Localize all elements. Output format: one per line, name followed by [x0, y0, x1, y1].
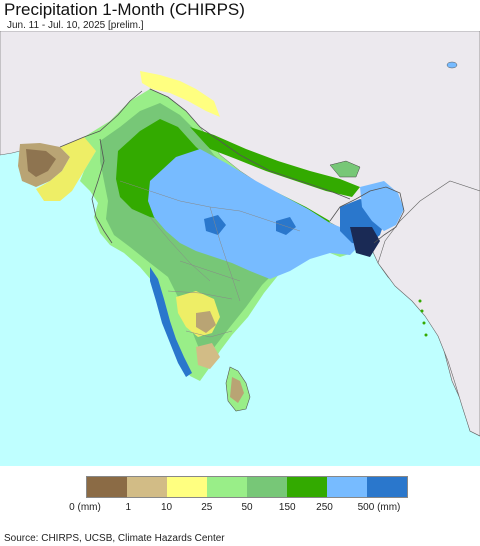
region-south-dry	[196, 343, 220, 369]
national-border-north	[149, 88, 351, 200]
region-very-dry	[26, 149, 56, 177]
region-rain-500-southeast	[276, 217, 296, 235]
maldives-island	[446, 61, 458, 69]
legend-swatch	[247, 477, 287, 497]
legend-swatch	[287, 477, 327, 497]
state-borders	[119, 180, 301, 338]
region-rain-250	[148, 149, 360, 279]
andaman-islands	[418, 299, 428, 337]
region-low-rain	[36, 131, 100, 201]
legend-swatch	[127, 477, 167, 497]
legend-swatch	[367, 477, 407, 497]
bay-dark-core	[350, 227, 380, 257]
legend-label: 500 (mm)	[357, 502, 401, 513]
legend-swatch	[327, 477, 367, 497]
bhutan-region	[329, 160, 361, 178]
legend-swatch	[167, 477, 207, 497]
map-title: Precipitation 1-Month (CHIRPS)	[4, 0, 245, 19]
map-date-range: Jun. 11 - Jul. 10, 2025 [prelim.]	[7, 20, 144, 31]
legend-label: 1	[125, 502, 132, 513]
sri-lanka-dry	[230, 377, 244, 403]
southeast-asia-land	[377, 180, 480, 437]
legend-label: 25	[201, 502, 213, 513]
legend-label: 50	[241, 502, 253, 513]
region-ghats-coast	[150, 267, 192, 377]
region-himalaya	[140, 71, 220, 117]
legend: 0 (mm) 1 10 25 50 150 250 500 (mm)	[0, 466, 480, 526]
region-himalaya-wet	[190, 127, 360, 197]
legend-label: 150	[278, 502, 296, 513]
legend-label: 10	[160, 502, 173, 513]
source-credit: Source: CHIRPS, UCSB, Climate Hazards Ce…	[4, 533, 225, 544]
legend-label: 250	[316, 502, 333, 513]
region-peninsula-arid	[196, 311, 216, 333]
national-border-east	[329, 186, 405, 244]
precipitation-map	[0, 31, 480, 466]
legend-swatch	[207, 477, 247, 497]
national-border-west	[59, 90, 143, 244]
region-rain-500-central	[204, 215, 226, 235]
legend-swatch	[87, 477, 127, 497]
region-northeast-wet	[360, 181, 404, 231]
legend-labels: 0 (mm) 1 10 25 50 150 250 500 (mm)	[0, 502, 480, 516]
legend-color-bar	[86, 476, 408, 498]
legend-label: 0 (mm)	[69, 502, 101, 513]
